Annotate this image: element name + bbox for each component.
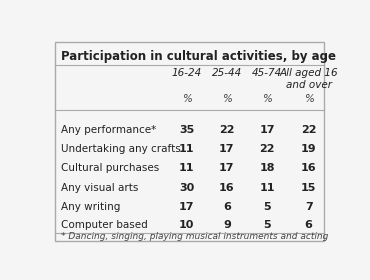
- FancyBboxPatch shape: [55, 42, 324, 241]
- Text: 18: 18: [259, 163, 275, 173]
- Text: Any visual arts: Any visual arts: [61, 183, 138, 193]
- Text: 22: 22: [301, 125, 316, 135]
- Text: 17: 17: [259, 125, 275, 135]
- Text: 45-74: 45-74: [252, 68, 282, 78]
- Text: * Dancing, singing, playing musical instruments and acting: * Dancing, singing, playing musical inst…: [61, 232, 328, 241]
- Text: Participation in cultural activities, by age: Participation in cultural activities, by…: [61, 50, 336, 63]
- Text: 11: 11: [179, 144, 195, 154]
- Text: 19: 19: [301, 144, 316, 154]
- Text: %: %: [304, 94, 313, 104]
- Text: 35: 35: [179, 125, 194, 135]
- Text: 5: 5: [263, 202, 271, 212]
- Text: %: %: [222, 94, 232, 104]
- Text: 15: 15: [301, 183, 316, 193]
- Text: 17: 17: [179, 202, 195, 212]
- Text: 22: 22: [259, 144, 275, 154]
- Text: 17: 17: [219, 144, 235, 154]
- Text: Any performance*: Any performance*: [61, 125, 156, 135]
- Text: 11: 11: [259, 183, 275, 193]
- Text: 16: 16: [219, 183, 235, 193]
- Text: 6: 6: [223, 202, 231, 212]
- Text: Cultural purchases: Cultural purchases: [61, 163, 159, 173]
- Text: 22: 22: [219, 125, 235, 135]
- Text: 17: 17: [219, 163, 235, 173]
- Text: Computer based: Computer based: [61, 220, 147, 230]
- Text: 16: 16: [301, 163, 316, 173]
- Text: 5: 5: [263, 220, 271, 230]
- Text: 30: 30: [179, 183, 194, 193]
- Text: 6: 6: [305, 220, 313, 230]
- Text: 11: 11: [179, 163, 195, 173]
- Text: 9: 9: [223, 220, 231, 230]
- Text: 25-44: 25-44: [212, 68, 242, 78]
- Text: %: %: [182, 94, 192, 104]
- Text: Undertaking any crafts: Undertaking any crafts: [61, 144, 180, 154]
- Text: 16-24: 16-24: [172, 68, 202, 78]
- Text: 10: 10: [179, 220, 195, 230]
- Text: Any writing: Any writing: [61, 202, 120, 212]
- Text: 7: 7: [305, 202, 313, 212]
- Text: %: %: [262, 94, 272, 104]
- Text: All aged 16
and over: All aged 16 and over: [279, 68, 338, 90]
